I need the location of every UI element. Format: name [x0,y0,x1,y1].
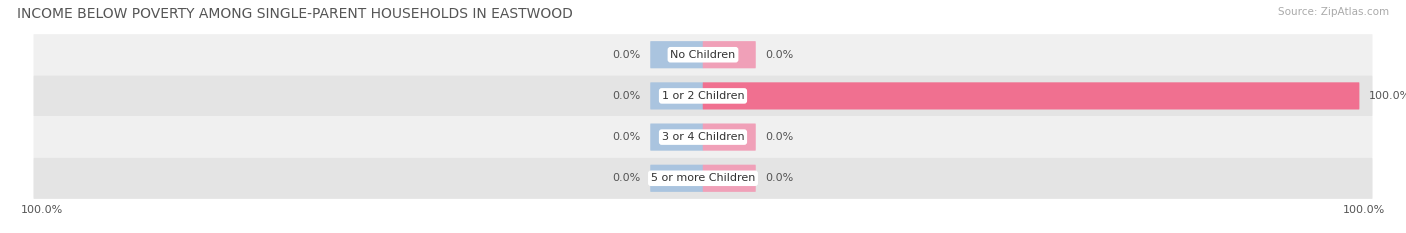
FancyBboxPatch shape [703,82,1360,110]
Text: 3 or 4 Children: 3 or 4 Children [662,132,744,142]
Text: 0.0%: 0.0% [613,91,641,101]
FancyBboxPatch shape [703,123,756,151]
Text: 0.0%: 0.0% [765,173,793,183]
Text: INCOME BELOW POVERTY AMONG SINGLE-PARENT HOUSEHOLDS IN EASTWOOD: INCOME BELOW POVERTY AMONG SINGLE-PARENT… [17,7,572,21]
Text: Source: ZipAtlas.com: Source: ZipAtlas.com [1278,7,1389,17]
FancyBboxPatch shape [650,165,703,192]
Text: 0.0%: 0.0% [613,132,641,142]
FancyBboxPatch shape [650,41,703,68]
FancyBboxPatch shape [34,34,1372,75]
Text: 100.0%: 100.0% [1343,205,1385,215]
FancyBboxPatch shape [34,116,1372,158]
FancyBboxPatch shape [34,158,1372,199]
Text: 1 or 2 Children: 1 or 2 Children [662,91,744,101]
FancyBboxPatch shape [703,165,756,192]
Text: 0.0%: 0.0% [765,132,793,142]
Text: 0.0%: 0.0% [613,50,641,60]
Text: 0.0%: 0.0% [613,173,641,183]
FancyBboxPatch shape [703,41,756,68]
Text: 100.0%: 100.0% [1369,91,1406,101]
FancyBboxPatch shape [650,123,703,151]
Text: No Children: No Children [671,50,735,60]
Text: 0.0%: 0.0% [765,50,793,60]
Text: 5 or more Children: 5 or more Children [651,173,755,183]
FancyBboxPatch shape [650,82,703,110]
FancyBboxPatch shape [34,75,1372,116]
Text: 100.0%: 100.0% [21,205,63,215]
